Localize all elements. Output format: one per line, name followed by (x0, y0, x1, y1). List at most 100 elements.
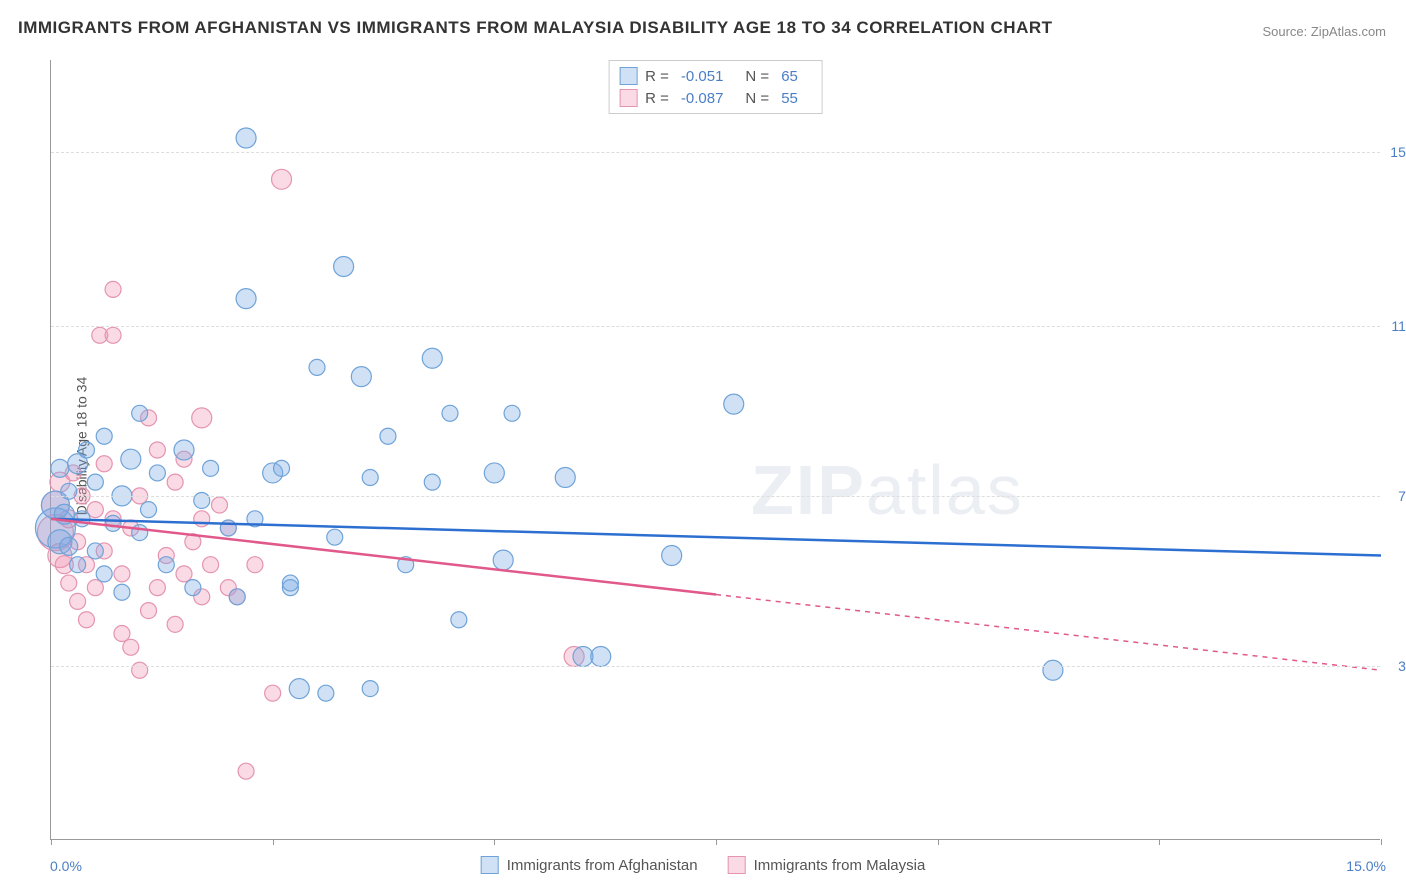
data-point (555, 468, 575, 488)
data-point (87, 474, 103, 490)
data-point (724, 394, 744, 414)
data-point (362, 470, 378, 486)
data-point (141, 502, 157, 518)
data-point (105, 281, 121, 297)
data-point (504, 405, 520, 421)
data-point (229, 589, 245, 605)
data-point (1043, 660, 1063, 680)
data-point (70, 557, 86, 573)
data-point (78, 612, 94, 628)
y-tick-label: 15.0% (1385, 144, 1406, 160)
data-point (309, 359, 325, 375)
data-point (174, 440, 194, 460)
x-tick (938, 839, 939, 845)
data-point (327, 529, 343, 545)
data-point (87, 543, 103, 559)
data-point (451, 612, 467, 628)
data-point (493, 550, 513, 570)
trend-line-extrapolated (716, 595, 1381, 671)
x-tick (273, 839, 274, 845)
data-point (121, 449, 141, 469)
legend-label-afghanistan: Immigrants from Afghanistan (507, 857, 698, 874)
data-point (289, 679, 309, 699)
legend-label-malaysia: Immigrants from Malaysia (754, 857, 926, 874)
data-point (60, 537, 78, 555)
data-point (61, 575, 77, 591)
x-tick (1159, 839, 1160, 845)
data-point (132, 525, 148, 541)
data-point (274, 460, 290, 476)
legend-item-malaysia: Immigrants from Malaysia (728, 856, 926, 874)
data-point (114, 584, 130, 600)
swatch-afghanistan-bottom (481, 856, 499, 874)
x-tick (1381, 839, 1382, 845)
trend-line (51, 519, 1381, 556)
data-point (114, 626, 130, 642)
data-point (424, 474, 440, 490)
data-point (334, 256, 354, 276)
data-point (380, 428, 396, 444)
x-tick (716, 839, 717, 845)
series-legend: Immigrants from Afghanistan Immigrants f… (481, 856, 926, 874)
gridline (51, 666, 1380, 667)
data-point (167, 616, 183, 632)
data-point (442, 405, 458, 421)
data-point (87, 580, 103, 596)
data-point (238, 763, 254, 779)
data-point (96, 456, 112, 472)
x-axis-max-label: 15.0% (1346, 858, 1386, 874)
data-point (272, 169, 292, 189)
data-point (105, 515, 121, 531)
x-tick (51, 839, 52, 845)
legend-item-afghanistan: Immigrants from Afghanistan (481, 856, 698, 874)
data-point (141, 603, 157, 619)
data-point (236, 128, 256, 148)
data-point (194, 492, 210, 508)
x-axis-min-label: 0.0% (50, 858, 82, 874)
data-point (203, 460, 219, 476)
data-point (105, 327, 121, 343)
data-point (123, 639, 139, 655)
data-point (484, 463, 504, 483)
gridline (51, 326, 1380, 327)
data-point (51, 459, 69, 477)
plot-area: ZIPatlas R =-0.051 N =65 R =-0.087 N =55… (50, 60, 1380, 840)
data-point (78, 442, 94, 458)
y-tick-label: 3.8% (1385, 658, 1406, 674)
data-point (149, 442, 165, 458)
data-point (265, 685, 281, 701)
data-point (167, 474, 183, 490)
source-attribution: Source: ZipAtlas.com (1262, 24, 1386, 39)
data-point (149, 465, 165, 481)
data-point (282, 575, 298, 591)
data-point (203, 557, 219, 573)
data-point (318, 685, 334, 701)
data-point (96, 566, 112, 582)
data-point (176, 566, 192, 582)
y-tick-label: 7.5% (1385, 488, 1406, 504)
data-point (422, 348, 442, 368)
data-point (194, 511, 210, 527)
gridline (51, 152, 1380, 153)
data-point (247, 557, 263, 573)
data-point (149, 580, 165, 596)
data-point (211, 497, 227, 513)
data-point (192, 408, 212, 428)
data-point (61, 483, 77, 499)
data-point (591, 646, 611, 666)
data-point (573, 646, 593, 666)
data-point (114, 566, 130, 582)
data-point (158, 557, 174, 573)
data-point (132, 405, 148, 421)
data-point (362, 681, 378, 697)
data-point (96, 428, 112, 444)
data-point (185, 580, 201, 596)
swatch-malaysia-bottom (728, 856, 746, 874)
chart-svg (51, 60, 1380, 839)
gridline (51, 496, 1380, 497)
y-tick-label: 11.2% (1385, 318, 1406, 334)
data-point (236, 289, 256, 309)
data-point (70, 593, 86, 609)
data-point (351, 367, 371, 387)
chart-title: IMMIGRANTS FROM AFGHANISTAN VS IMMIGRANT… (18, 18, 1053, 38)
